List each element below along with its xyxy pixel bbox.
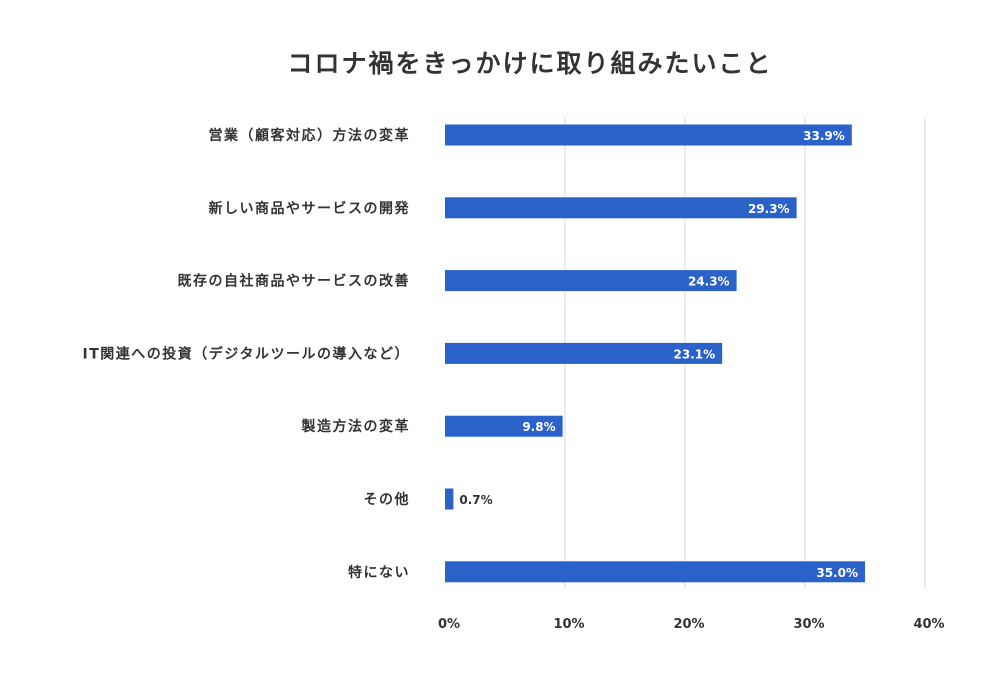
bar bbox=[445, 415, 563, 437]
category-label: その他 bbox=[364, 491, 411, 508]
category-labels: 営業（顧客対応）方法の変革新しい商品やサービスの開発既存の自社商品やサービスの改… bbox=[83, 127, 411, 581]
x-tick-label: 40% bbox=[913, 617, 944, 632]
bars bbox=[445, 124, 865, 583]
x-tick-label: 20% bbox=[673, 617, 704, 632]
value-label: 33.9% bbox=[803, 129, 845, 143]
x-axis-ticks: 0% 10% 20% 30% 40% bbox=[438, 617, 945, 632]
chart-title: コロナ禍をきっかけに取り組みたいこと bbox=[287, 49, 772, 78]
value-labels: 33.9% 29.3% 24.3% 23.1% 9.8% 0.7% 35.0% bbox=[459, 129, 858, 580]
category-label: 営業（顧客対応）方法の変革 bbox=[209, 127, 411, 144]
value-label: 9.8% bbox=[522, 420, 555, 434]
bar bbox=[445, 124, 852, 146]
x-tick-label: 0% bbox=[438, 617, 460, 632]
value-label: 35.0% bbox=[816, 566, 858, 580]
value-label: 29.3% bbox=[748, 202, 790, 216]
value-label: 24.3% bbox=[688, 275, 730, 289]
bar bbox=[445, 561, 865, 583]
x-tick-label: 10% bbox=[553, 617, 584, 632]
value-label: 0.7% bbox=[459, 493, 492, 507]
bar bbox=[445, 270, 737, 292]
category-label: 新しい商品やサービスの開発 bbox=[209, 200, 411, 217]
category-label: 特にない bbox=[348, 564, 410, 581]
bar bbox=[445, 197, 797, 219]
bar bbox=[445, 342, 723, 364]
category-label: 既存の自社商品やサービスの改善 bbox=[178, 273, 411, 290]
bar bbox=[445, 488, 454, 510]
category-label: 製造方法の変革 bbox=[301, 418, 411, 435]
category-label: IT関連への投資（デジタルツールの導入など） bbox=[83, 345, 410, 362]
x-tick-label: 30% bbox=[793, 617, 824, 632]
value-label: 23.1% bbox=[674, 347, 716, 361]
